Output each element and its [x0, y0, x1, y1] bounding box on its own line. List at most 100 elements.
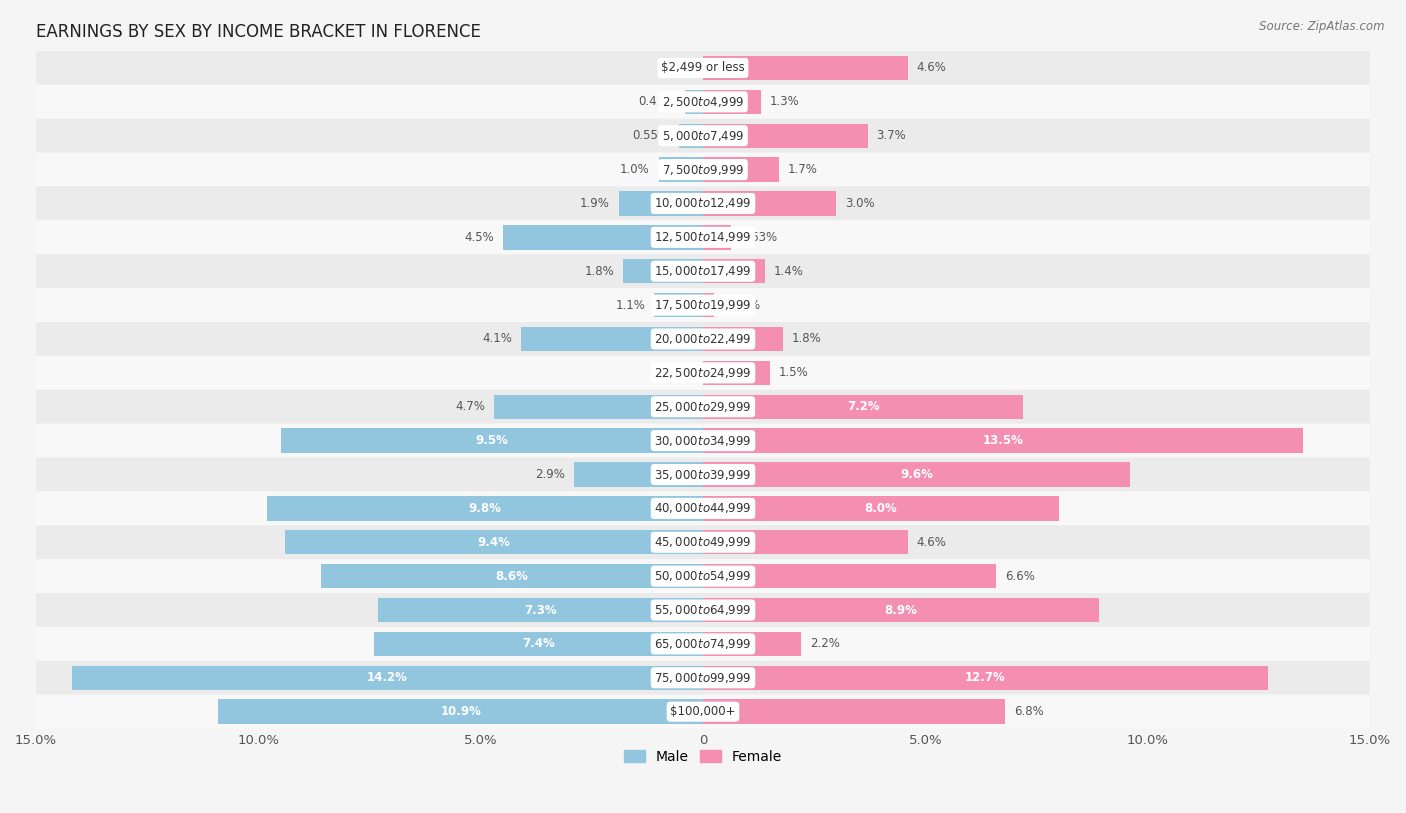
Bar: [703, 428, 1303, 453]
Text: 1.8%: 1.8%: [792, 333, 821, 346]
FancyBboxPatch shape: [37, 288, 1369, 322]
Text: 0.25%: 0.25%: [723, 298, 761, 311]
Bar: [619, 191, 703, 215]
Bar: [703, 463, 1130, 487]
Text: 1.5%: 1.5%: [779, 367, 808, 380]
Text: 13.5%: 13.5%: [983, 434, 1024, 447]
Text: $100,000+: $100,000+: [671, 705, 735, 718]
Text: $5,000 to $7,499: $5,000 to $7,499: [662, 128, 744, 143]
Bar: [703, 191, 837, 215]
Text: 8.6%: 8.6%: [495, 570, 529, 583]
Text: EARNINGS BY SEX BY INCOME BRACKET IN FLORENCE: EARNINGS BY SEX BY INCOME BRACKET IN FLO…: [37, 23, 481, 41]
Text: $12,500 to $14,999: $12,500 to $14,999: [654, 230, 752, 245]
Text: $7,500 to $9,999: $7,500 to $9,999: [662, 163, 744, 176]
Bar: [703, 564, 997, 589]
Bar: [703, 496, 1059, 520]
Text: 4.6%: 4.6%: [917, 62, 946, 75]
Text: 2.2%: 2.2%: [810, 637, 839, 650]
Bar: [703, 598, 1098, 622]
Bar: [679, 124, 703, 148]
FancyBboxPatch shape: [37, 153, 1369, 186]
Text: $45,000 to $49,999: $45,000 to $49,999: [654, 535, 752, 550]
Bar: [703, 293, 714, 317]
Bar: [72, 666, 703, 690]
FancyBboxPatch shape: [37, 525, 1369, 559]
Text: 4.5%: 4.5%: [464, 231, 494, 244]
Text: $22,500 to $24,999: $22,500 to $24,999: [654, 366, 752, 380]
FancyBboxPatch shape: [37, 424, 1369, 458]
FancyBboxPatch shape: [37, 322, 1369, 356]
Legend: Male, Female: Male, Female: [619, 744, 787, 769]
Text: $15,000 to $17,499: $15,000 to $17,499: [654, 264, 752, 278]
Text: $17,500 to $19,999: $17,500 to $19,999: [654, 298, 752, 312]
Bar: [703, 259, 765, 284]
Bar: [503, 225, 703, 250]
Bar: [703, 666, 1268, 690]
Text: 1.1%: 1.1%: [616, 298, 645, 311]
Text: Source: ZipAtlas.com: Source: ZipAtlas.com: [1260, 20, 1385, 33]
Bar: [218, 699, 703, 724]
Text: $20,000 to $22,499: $20,000 to $22,499: [654, 332, 752, 346]
Text: 8.9%: 8.9%: [884, 603, 917, 616]
Text: 0.41%: 0.41%: [638, 95, 676, 108]
Bar: [703, 225, 731, 250]
Text: 4.7%: 4.7%: [456, 400, 485, 413]
FancyBboxPatch shape: [37, 356, 1369, 389]
Text: 8.0%: 8.0%: [865, 502, 897, 515]
FancyBboxPatch shape: [37, 389, 1369, 424]
Text: 4.6%: 4.6%: [917, 536, 946, 549]
Bar: [703, 158, 779, 182]
Bar: [703, 632, 801, 656]
Text: 10.9%: 10.9%: [440, 705, 481, 718]
Text: 4.1%: 4.1%: [482, 333, 512, 346]
Bar: [285, 530, 703, 554]
Text: 3.7%: 3.7%: [876, 129, 905, 142]
Text: 2.9%: 2.9%: [536, 468, 565, 481]
FancyBboxPatch shape: [37, 119, 1369, 153]
Text: $35,000 to $39,999: $35,000 to $39,999: [654, 467, 752, 481]
Text: 1.8%: 1.8%: [585, 265, 614, 278]
FancyBboxPatch shape: [37, 661, 1369, 695]
Text: $2,499 or less: $2,499 or less: [661, 62, 745, 75]
FancyBboxPatch shape: [37, 593, 1369, 627]
Text: $2,500 to $4,999: $2,500 to $4,999: [662, 95, 744, 109]
Text: $75,000 to $99,999: $75,000 to $99,999: [654, 671, 752, 685]
Bar: [703, 530, 907, 554]
Bar: [267, 496, 703, 520]
FancyBboxPatch shape: [37, 254, 1369, 288]
Bar: [703, 327, 783, 351]
Text: 0.0%: 0.0%: [665, 62, 695, 75]
Text: 7.3%: 7.3%: [524, 603, 557, 616]
Bar: [685, 89, 703, 114]
Bar: [321, 564, 703, 589]
FancyBboxPatch shape: [37, 186, 1369, 220]
FancyBboxPatch shape: [37, 491, 1369, 525]
Bar: [623, 259, 703, 284]
FancyBboxPatch shape: [37, 51, 1369, 85]
Text: 9.8%: 9.8%: [468, 502, 502, 515]
Text: 1.3%: 1.3%: [769, 95, 800, 108]
Text: 3.0%: 3.0%: [845, 197, 875, 210]
Text: 6.8%: 6.8%: [1014, 705, 1045, 718]
Text: 0.55%: 0.55%: [633, 129, 669, 142]
Text: 1.0%: 1.0%: [620, 163, 650, 176]
Text: $40,000 to $44,999: $40,000 to $44,999: [654, 502, 752, 515]
FancyBboxPatch shape: [37, 627, 1369, 661]
Bar: [703, 361, 769, 385]
Bar: [494, 394, 703, 419]
Text: 9.4%: 9.4%: [478, 536, 510, 549]
Text: 1.4%: 1.4%: [775, 265, 804, 278]
Text: $65,000 to $74,999: $65,000 to $74,999: [654, 637, 752, 651]
FancyBboxPatch shape: [37, 559, 1369, 593]
Bar: [378, 598, 703, 622]
Text: 0.63%: 0.63%: [740, 231, 778, 244]
Bar: [374, 632, 703, 656]
Text: 7.4%: 7.4%: [522, 637, 555, 650]
Text: 6.6%: 6.6%: [1005, 570, 1035, 583]
Text: 7.2%: 7.2%: [846, 400, 879, 413]
Bar: [574, 463, 703, 487]
Bar: [703, 56, 907, 80]
Text: 12.7%: 12.7%: [965, 672, 1005, 685]
Bar: [520, 327, 703, 351]
Bar: [658, 158, 703, 182]
